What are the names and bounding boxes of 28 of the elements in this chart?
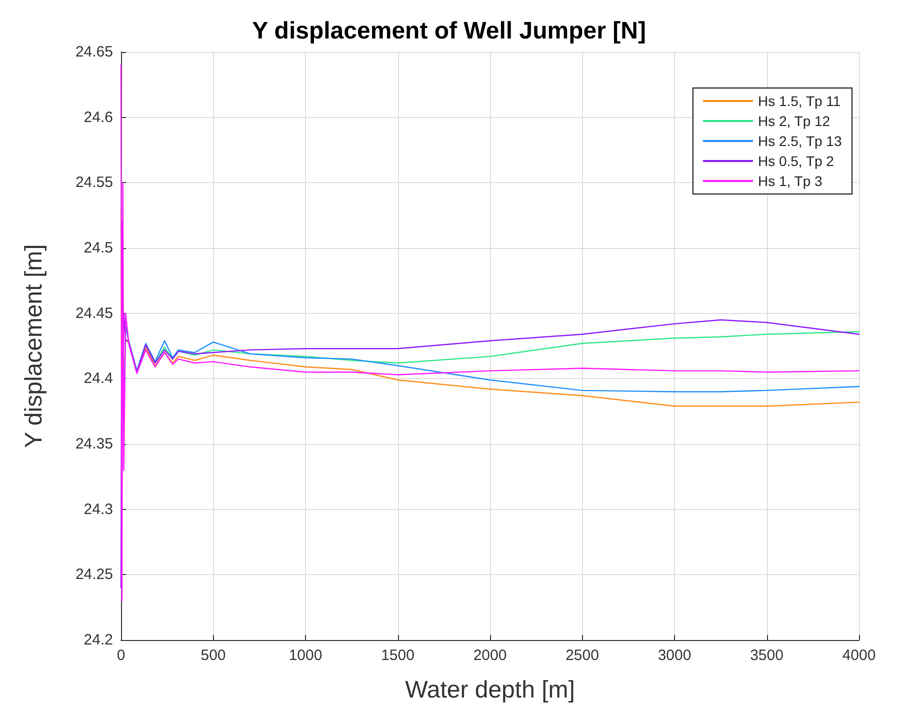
x-axis-title: Water depth [m]	[405, 676, 575, 704]
line-series	[120, 64, 860, 602]
legend-label: Hs 2, Tp 12	[758, 113, 830, 129]
y-tick-label: 24.3	[84, 500, 113, 518]
y-tick-label: 24.55	[75, 174, 113, 192]
y-tick-label: 24.4	[84, 370, 113, 388]
x-tick-label: 1000	[288, 647, 322, 664]
x-tick-label: 3000	[658, 647, 692, 664]
x-tick-label: 4000	[842, 647, 876, 664]
y-axis-title: Y displacement [m]	[20, 244, 48, 448]
y-tick-label: 24.65	[75, 44, 113, 60]
x-tick-label: 2500	[566, 647, 599, 664]
y-tick-label: 24.35	[75, 436, 113, 452]
x-tick-label: 500	[200, 647, 226, 664]
legend-label: Hs 2.5, Tp 13	[758, 133, 842, 149]
x-tick-label: 3500	[750, 647, 784, 664]
legend-label: Hs 1, Tp 3	[758, 173, 822, 189]
legend-label: Hs 1.5, Tp 11	[758, 93, 841, 109]
x-tick-label: 1500	[381, 647, 414, 664]
y-tick-label: 24.5	[84, 240, 113, 256]
x-tick-label: 0	[116, 647, 126, 664]
legend-label: Hs 0.5, Tp 2	[758, 153, 834, 169]
y-tick-label: 24.6	[84, 108, 113, 126]
x-tick-label: 2000	[473, 647, 507, 664]
y-tick-label: 24.2	[84, 632, 113, 648]
y-tick-label: 24.45	[75, 304, 113, 322]
y-tick-label: 24.25	[75, 566, 113, 584]
chart-title: Y displacement of Well Jumper [N]	[252, 18, 646, 44]
